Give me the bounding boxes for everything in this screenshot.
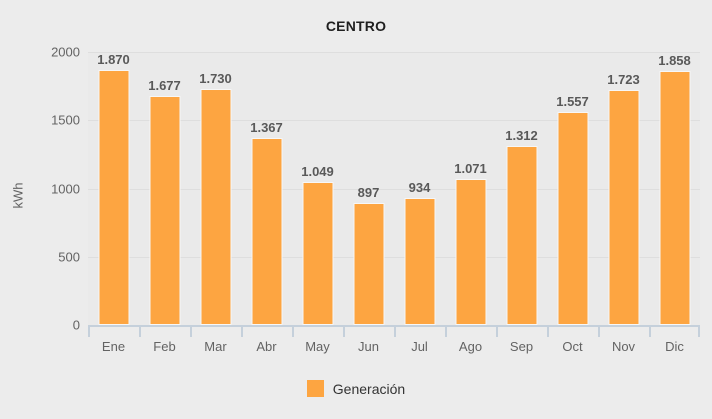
x-axis-category-label: Feb xyxy=(153,339,176,354)
bar[interactable] xyxy=(353,202,384,325)
x-axis-category-label: Ago xyxy=(458,339,483,354)
bar-value-label: 1.730 xyxy=(199,70,232,86)
bar-slot: 1.723 xyxy=(598,52,649,325)
bar-value-label: 1.677 xyxy=(148,78,181,94)
x-axis-category-label: Mar xyxy=(204,339,227,354)
y-axis-tick-label: 500 xyxy=(58,249,80,265)
bar-slot: 1.049 xyxy=(292,52,343,325)
bar[interactable] xyxy=(200,88,231,325)
gridline xyxy=(88,256,700,258)
x-axis-tick xyxy=(547,325,549,337)
bar-value-label: 1.071 xyxy=(454,160,487,176)
x-axis-tick xyxy=(445,325,447,337)
x-axis-category-label: Jun xyxy=(358,339,379,354)
x-axis-tick xyxy=(292,325,294,337)
bar-slot: 1.870 xyxy=(88,52,139,325)
x-axis-category-label: Dic xyxy=(665,339,684,354)
x-axis-category-label: Abr xyxy=(256,339,277,354)
bar[interactable] xyxy=(98,69,129,325)
bars-layer: 1.870 1.677 1.730 1.367 1.049 897 934 1.071 1.31… xyxy=(88,52,700,325)
bar-slot: 1.730 xyxy=(190,52,241,325)
legend-label-generacion: Generación xyxy=(332,380,406,397)
bar-slot: 1.312 xyxy=(496,52,547,325)
x-axis-tick xyxy=(649,325,651,337)
bar[interactable] xyxy=(659,71,690,325)
plot-area xyxy=(88,52,700,325)
bar-value-label: 897 xyxy=(357,184,380,200)
gridline xyxy=(88,188,700,190)
y-axis-tick-label: 1000 xyxy=(51,181,80,196)
x-axis-tick xyxy=(698,325,700,337)
bar-value-label: 1.312 xyxy=(505,127,538,143)
x-axis-tick xyxy=(598,325,600,337)
x-axis-category-label: Sep xyxy=(509,339,534,354)
x-axis-category-label: Nov xyxy=(611,339,636,354)
bar[interactable] xyxy=(608,89,639,325)
chart-legend: Generación xyxy=(0,380,712,397)
legend-swatch-generacion xyxy=(306,380,324,397)
bar[interactable] xyxy=(455,178,486,325)
x-axis-tick xyxy=(190,325,192,337)
x-axis: Ene Feb Mar Abr May Jun Jul Ago Sep Oct Nov Dic xyxy=(88,325,700,359)
bar[interactable] xyxy=(506,145,537,325)
bar[interactable] xyxy=(557,112,588,325)
x-axis-tick xyxy=(241,325,243,337)
bar-slot: 897 xyxy=(343,52,394,325)
y-axis-tick-label: 0 xyxy=(72,317,80,333)
bar-value-label: 1.723 xyxy=(607,71,640,87)
x-axis-tick xyxy=(394,325,396,337)
bar[interactable] xyxy=(251,138,282,325)
bar-value-label: 1.858 xyxy=(658,53,691,69)
bar-slot: 1.367 xyxy=(241,52,292,325)
chart-title: CENTRO xyxy=(325,18,387,34)
bar-value-label: 934 xyxy=(408,179,431,195)
y-axis-tick-label: 1500 xyxy=(51,112,80,128)
bar-slot: 1.557 xyxy=(547,52,598,325)
x-axis-category-label: Oct xyxy=(562,339,583,354)
x-axis-category-label: Ene xyxy=(101,339,126,354)
x-axis-tick xyxy=(88,325,90,337)
bar[interactable] xyxy=(302,181,333,325)
x-axis-category-label: May xyxy=(305,339,330,354)
x-axis-tick xyxy=(496,325,498,337)
bar-value-label: 1.049 xyxy=(301,163,334,179)
bar-slot: 1.677 xyxy=(139,52,190,325)
x-axis-tick xyxy=(139,325,141,337)
bar-value-label: 1.870 xyxy=(97,51,130,67)
x-axis-tick xyxy=(343,325,345,337)
bar[interactable] xyxy=(404,197,435,325)
gridline xyxy=(88,120,700,122)
gridline xyxy=(88,52,700,53)
bar-value-label: 1.367 xyxy=(250,120,283,136)
bar[interactable] xyxy=(149,96,180,325)
bar-slot: 1.071 xyxy=(445,52,496,325)
y-axis-tick-label: 2000 xyxy=(51,44,80,60)
bar-value-label: 1.557 xyxy=(556,94,589,110)
x-axis-category-label: Jul xyxy=(411,339,428,354)
bar-slot: 934 xyxy=(394,52,445,325)
bar-slot: 1.858 xyxy=(649,52,700,325)
y-axis-tick-labels: 0 500 1000 1500 2000 xyxy=(0,45,80,333)
